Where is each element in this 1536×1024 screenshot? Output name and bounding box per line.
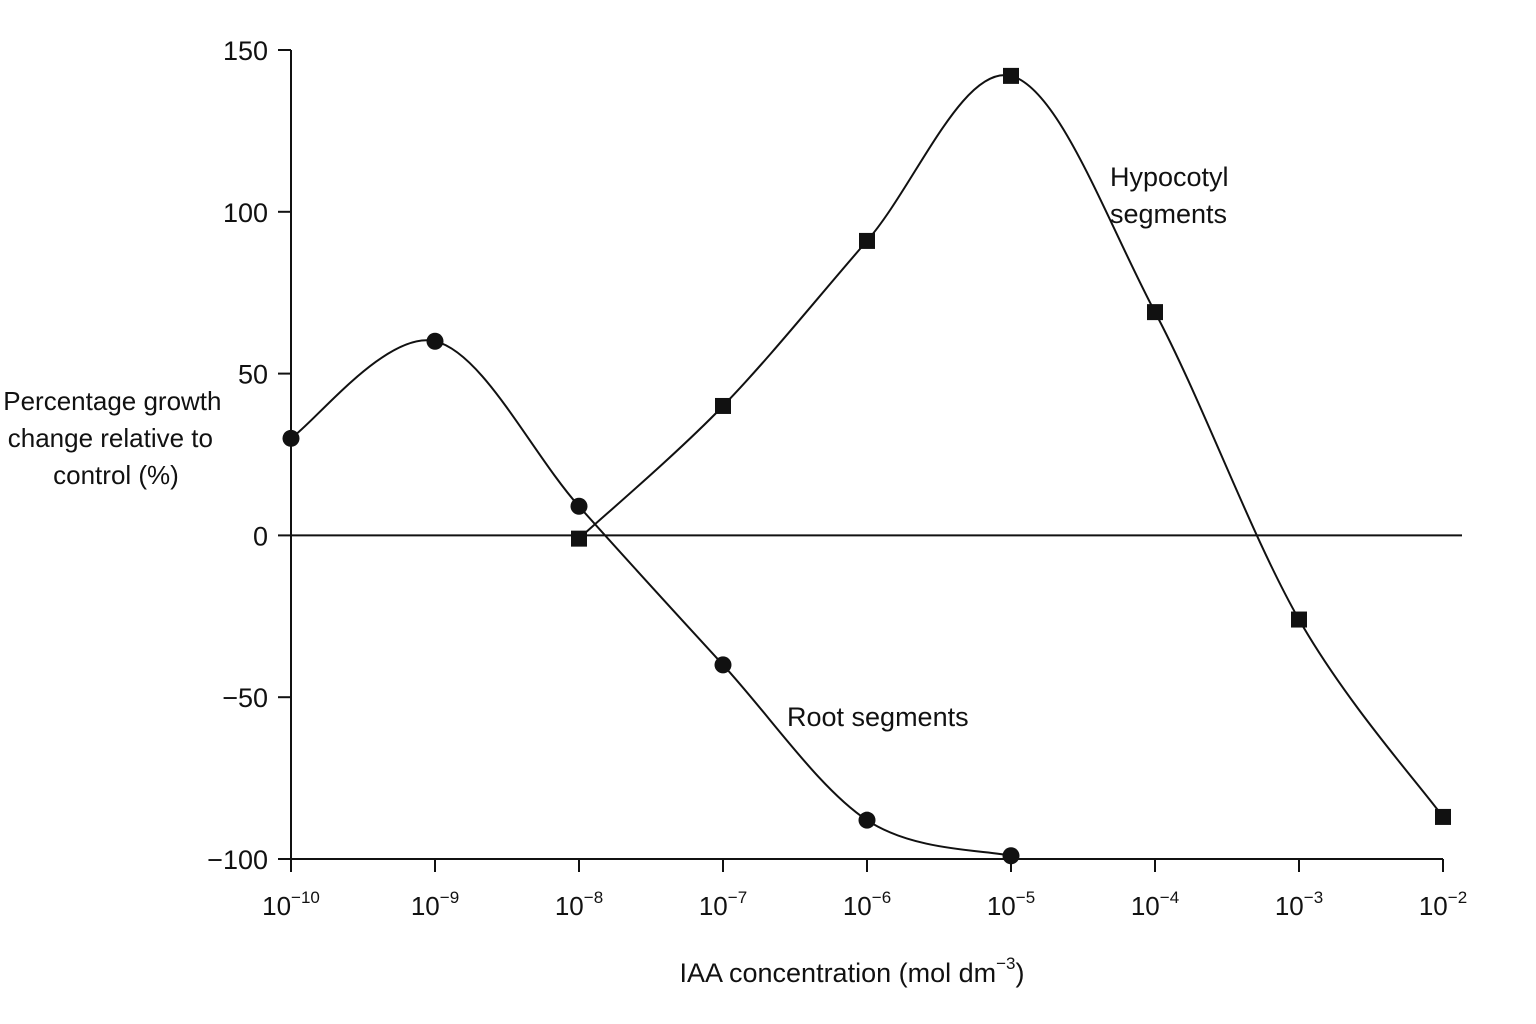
hypocotyl-data-point xyxy=(1435,808,1451,825)
x-tick-label: 10−6 xyxy=(843,888,891,921)
hypocotyl-data-point xyxy=(1291,611,1307,628)
hypocotyl-data-point xyxy=(571,530,587,547)
x-tick-label-exponent: −7 xyxy=(728,888,747,907)
x-tick-label-base: 10 xyxy=(699,891,728,921)
x-tick-label: 10−7 xyxy=(699,888,747,921)
y-tick-label: 100 xyxy=(223,198,268,228)
x-tick-label: 10−2 xyxy=(1419,888,1467,921)
x-tick-label-base: 10 xyxy=(262,891,291,921)
series-label-hypocotyl: Hypocotyl segments xyxy=(1110,162,1236,229)
x-tick-label-exponent: −5 xyxy=(1016,888,1035,907)
x-tick-label-exponent: −10 xyxy=(291,888,320,907)
y-axis-label-line-1: Percentage growth xyxy=(3,386,221,416)
root-data-point xyxy=(426,332,444,350)
hypocotyl-data-point xyxy=(715,397,731,414)
root-data-point xyxy=(570,497,588,515)
x-axis-label-sup: −3 xyxy=(996,954,1015,973)
x-tick-label-exponent: −6 xyxy=(872,888,891,907)
series-markers xyxy=(282,67,1451,865)
x-tick-label-base: 10 xyxy=(843,891,872,921)
root-data-point xyxy=(858,811,876,829)
x-tick-label: 10−9 xyxy=(411,888,459,921)
x-tick-label: 10−10 xyxy=(262,888,320,921)
root-data-point xyxy=(1002,847,1020,865)
x-tick-label: 10−4 xyxy=(1131,888,1179,921)
root-curve xyxy=(290,339,1012,857)
series-label-hypocotyl-line-2: segments xyxy=(1110,199,1227,229)
series-label-root: Root segments xyxy=(787,702,969,732)
hypocotyl-data-point xyxy=(1003,67,1019,84)
x-tick-label-exponent: −3 xyxy=(1304,888,1323,907)
x-tick-label-exponent: −2 xyxy=(1448,888,1467,907)
y-axis-label: Percentage growth change relative to con… xyxy=(3,386,228,490)
x-tick-label: 10−5 xyxy=(987,888,1035,921)
hypocotyl-curve xyxy=(578,74,1444,818)
hypocotyl-data-point xyxy=(859,232,875,249)
x-tick-label-base: 10 xyxy=(1275,891,1304,921)
x-tick-label: 10−8 xyxy=(555,888,603,921)
x-tick-label-exponent: −4 xyxy=(1160,888,1179,907)
x-tick-label-base: 10 xyxy=(1419,891,1448,921)
y-axis-label-line-3: control (%) xyxy=(53,460,179,490)
x-tick-label: 10−3 xyxy=(1275,888,1323,921)
x-axis-label-text: IAA concentration (mol dm xyxy=(679,958,996,988)
y-axis-label-line-2: change relative to xyxy=(8,423,213,453)
x-tick-label-base: 10 xyxy=(555,891,584,921)
axes xyxy=(278,49,1462,872)
x-tick-label-exponent: −8 xyxy=(584,888,603,907)
root-data-point xyxy=(714,656,732,674)
y-tick-label: −100 xyxy=(207,845,268,875)
series-curves xyxy=(290,74,1444,857)
x-tick-label-base: 10 xyxy=(987,891,1016,921)
y-tick-label: 50 xyxy=(238,360,268,390)
x-tick-label-exponent: −9 xyxy=(440,888,459,907)
x-tick-label-base: 10 xyxy=(411,891,440,921)
series-label-hypocotyl-line-1: Hypocotyl xyxy=(1110,162,1229,192)
y-tick-label: 150 xyxy=(223,36,268,66)
x-tick-label-base: 10 xyxy=(1131,891,1160,921)
root-data-point xyxy=(282,429,300,447)
x-axis-label-close: ) xyxy=(1016,958,1025,988)
y-tick-label: 0 xyxy=(253,521,268,551)
y-tick-label: −50 xyxy=(222,683,268,713)
x-axis-label: IAA concentration (mol dm−3) xyxy=(679,954,1024,988)
hypocotyl-data-point xyxy=(1147,304,1163,321)
